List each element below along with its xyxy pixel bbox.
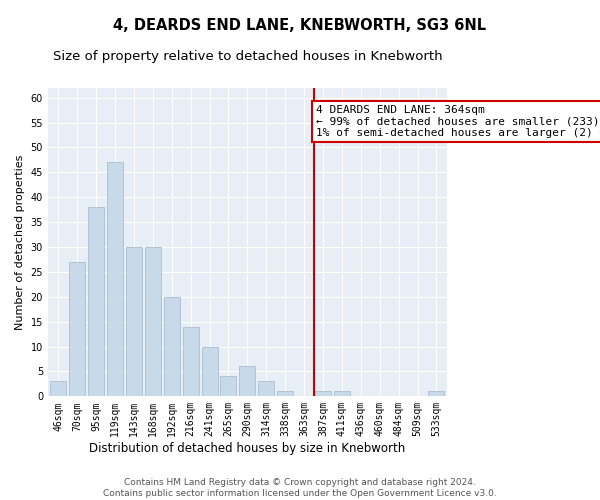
Bar [428,392,445,396]
Y-axis label: Number of detached properties: Number of detached properties [15,154,25,330]
Bar [145,247,161,396]
Text: 4 DEARDS END LANE: 364sqm
← 99% of detached houses are smaller (233)
1% of semi-: 4 DEARDS END LANE: 364sqm ← 99% of detac… [316,105,600,138]
Bar [202,346,218,397]
Bar [107,162,123,396]
Bar [88,207,104,396]
Bar [315,392,331,396]
Text: 4, DEARDS END LANE, KNEBWORTH, SG3 6NL: 4, DEARDS END LANE, KNEBWORTH, SG3 6NL [113,18,487,32]
Bar [277,392,293,396]
Bar [164,297,180,396]
Bar [69,262,85,396]
Title: Size of property relative to detached houses in Knebworth: Size of property relative to detached ho… [53,50,442,63]
X-axis label: Distribution of detached houses by size in Knebworth: Distribution of detached houses by size … [89,442,406,455]
Text: Contains HM Land Registry data © Crown copyright and database right 2024.
Contai: Contains HM Land Registry data © Crown c… [103,478,497,498]
Bar [126,247,142,396]
Bar [239,366,256,396]
Bar [334,392,350,396]
Bar [182,326,199,396]
Bar [220,376,236,396]
Bar [258,382,274,396]
Bar [50,382,67,396]
